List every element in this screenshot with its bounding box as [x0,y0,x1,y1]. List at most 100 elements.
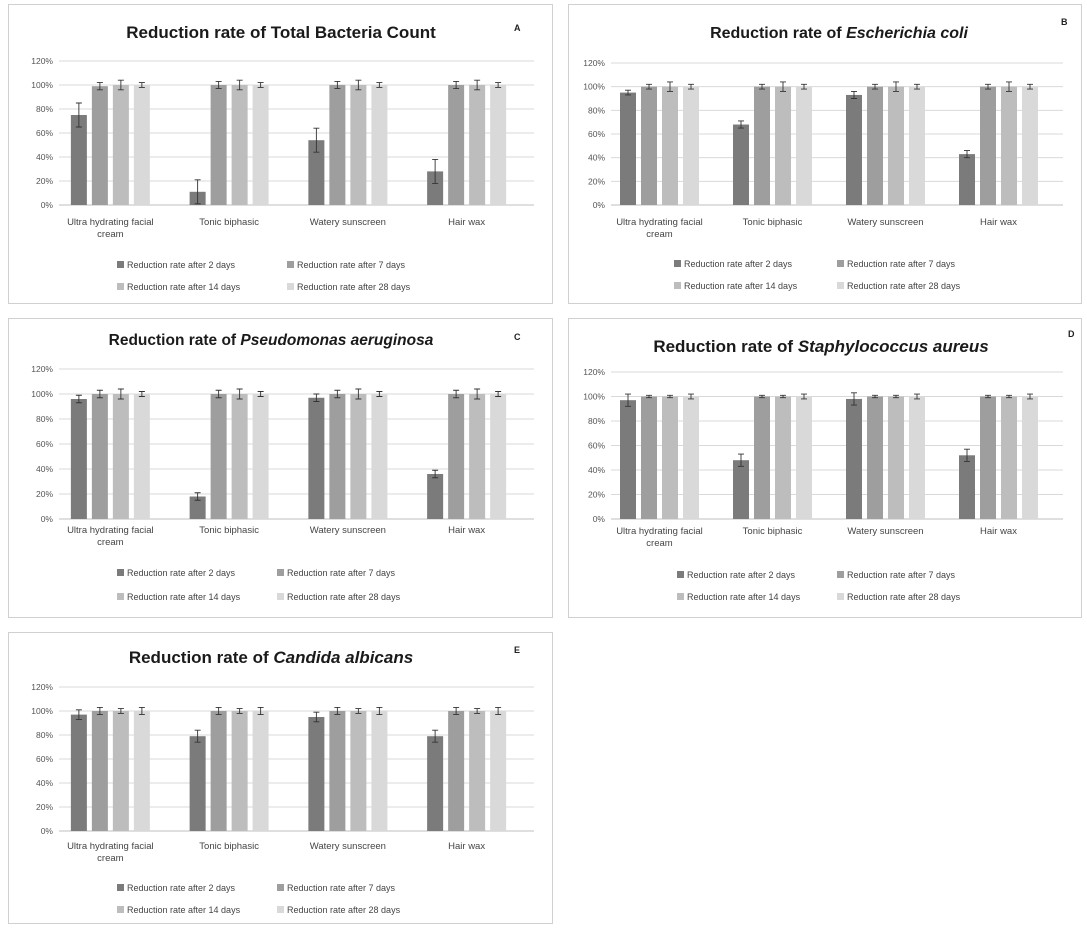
legend-label: Reduction rate after 28 days [287,592,401,602]
chart-svg: Reduction rate of Total Bacteria Count A 0… [31,23,534,292]
bar [70,115,87,205]
bar [867,86,883,205]
bar [490,711,507,831]
y-tick-label: 40% [36,778,53,788]
y-tick-label: 20% [36,489,53,499]
y-tick-label: 80% [588,105,605,115]
chart-title: Reduction rate of Total Bacteria Count [126,23,436,42]
error-bar [914,393,920,400]
bar [91,86,108,205]
category-label: Hair wax [448,217,485,228]
bar [980,86,996,205]
y-tick-label: 100% [31,80,53,90]
error-bar [96,82,103,91]
bar [133,85,150,205]
error-bar [215,80,222,90]
y-tick-label: 40% [588,465,605,475]
category-label: Watery sunscreen [310,841,386,852]
error-bar [964,448,970,462]
error-bar [914,83,920,90]
category-label: Watery sunscreen [310,525,386,536]
bar [846,94,862,205]
bar [662,396,678,519]
bar [796,396,812,519]
bar [888,86,904,205]
error-bar [474,708,481,714]
error-bar [334,80,341,90]
bar [252,394,269,519]
category-label: Tonic biphasic [743,526,803,537]
y-tick-label: 100% [583,392,605,402]
bar [252,711,269,831]
category-label: Watery sunscreen [310,217,386,228]
bar [210,85,227,205]
error-bar [194,492,201,501]
error-bar [1006,394,1012,399]
error-bar [453,389,460,399]
error-bar [985,394,991,399]
bar [448,394,465,519]
y-tick-label: 0% [41,200,54,210]
y-tick-label: 0% [593,200,606,210]
error-bar [738,120,744,129]
category-label: Ultra hydrating facial cream [67,525,154,548]
error-bar [75,709,82,720]
bar [1022,86,1038,205]
chart-panel-a: Reduction rate of Total Bacteria Count A 0… [8,4,553,304]
error-bar [495,82,502,88]
chart-title: Reduction rate of Candida albicans [129,648,413,667]
error-bar [893,394,899,399]
legend-swatch [837,260,844,267]
error-bar [474,388,481,400]
bar [308,397,325,519]
error-bar [453,706,460,716]
y-tick-label: 0% [41,514,54,524]
legend-swatch [117,906,124,913]
error-bar [985,83,991,90]
bar [70,399,87,519]
category-label: Tonic biphasic [743,217,803,228]
error-bar [117,708,124,714]
legend-label: Reduction rate after 2 days [127,568,236,578]
y-tick-label: 100% [31,706,53,716]
error-bar [215,389,222,399]
error-bar [257,82,264,88]
error-bar [495,706,502,716]
y-tick-label: 20% [588,176,605,186]
legend-swatch [837,282,844,289]
category-label: Ultra hydrating facial cream [67,217,154,240]
chart-panel-e: Reduction rate of Candida albicans E 0% 20%… [8,632,553,924]
y-tick-label: 120% [31,364,53,374]
y-tick-label: 60% [588,129,605,139]
y-tick-label: 100% [583,82,605,92]
y-tick-label: 120% [31,56,53,66]
error-bar [780,81,786,92]
bar [469,711,486,831]
bar [91,711,108,831]
error-bar [313,127,320,153]
y-tick-label: 80% [36,414,53,424]
bar [469,85,486,205]
y-tick-label: 20% [588,490,605,500]
bar [133,394,150,519]
error-bar [75,394,82,404]
bar [133,711,150,831]
y-tick-label: 120% [583,58,605,68]
y-tick-label: 0% [593,514,606,524]
error-bar [138,391,145,397]
error-bar [688,393,694,400]
bar [1022,396,1038,519]
legend-swatch [674,260,681,267]
error-bar [759,83,765,90]
legend-swatch [117,884,124,891]
error-bar [215,706,222,716]
category-label: Ultra hydrating facial cream [616,217,703,240]
bar [448,85,465,205]
legend-label: Reduction rate after 14 days [127,592,241,602]
legend-label: Reduction rate after 14 days [127,905,241,915]
error-bar [376,391,383,397]
legend-swatch [117,261,124,268]
error-bar [355,79,362,91]
error-bar [138,82,145,88]
error-bar [688,83,694,90]
